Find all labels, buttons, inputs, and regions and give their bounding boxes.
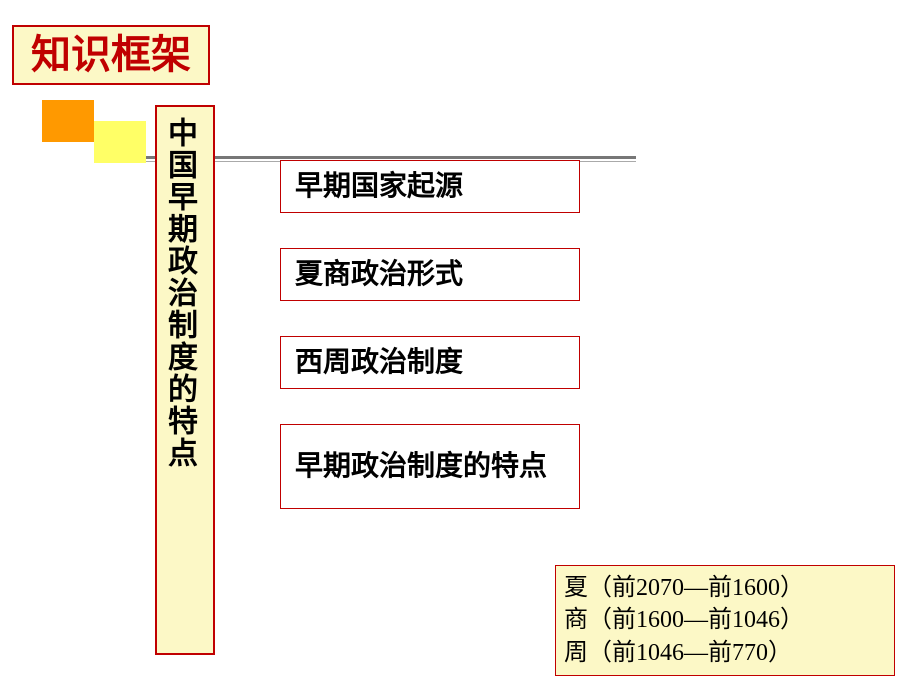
dates-box: 夏（前2070—前1600） 商（前1600—前1046） 周（前1046—前7… <box>555 565 895 676</box>
item-box-2: 夏商政治形式 <box>280 248 580 301</box>
item-box-1: 早期国家起源 <box>280 160 580 213</box>
item-box-3: 西周政治制度 <box>280 336 580 389</box>
date-line: 商（前1600—前1046） <box>564 604 886 636</box>
date-line: 周（前1046—前770） <box>564 637 886 669</box>
title-text: 知识框架 <box>31 33 191 77</box>
deco-square-yellow <box>94 121 146 163</box>
item-text: 夏商政治形式 <box>295 257 463 292</box>
title-box: 知识框架 <box>12 25 210 85</box>
item-text: 早期国家起源 <box>295 169 463 204</box>
vertical-topic-box: 中国早期政治制度的特点 <box>155 105 215 655</box>
date-line: 夏（前2070—前1600） <box>564 572 886 604</box>
divider-line-thick <box>146 156 636 159</box>
deco-square-orange <box>42 100 94 142</box>
item-text: 西周政治制度 <box>295 345 463 380</box>
vertical-topic-text: 中国早期政治制度的特点 <box>163 117 196 469</box>
item-box-4: 早期政治制度的特点 <box>280 424 580 509</box>
item-text: 早期政治制度的特点 <box>295 449 547 484</box>
